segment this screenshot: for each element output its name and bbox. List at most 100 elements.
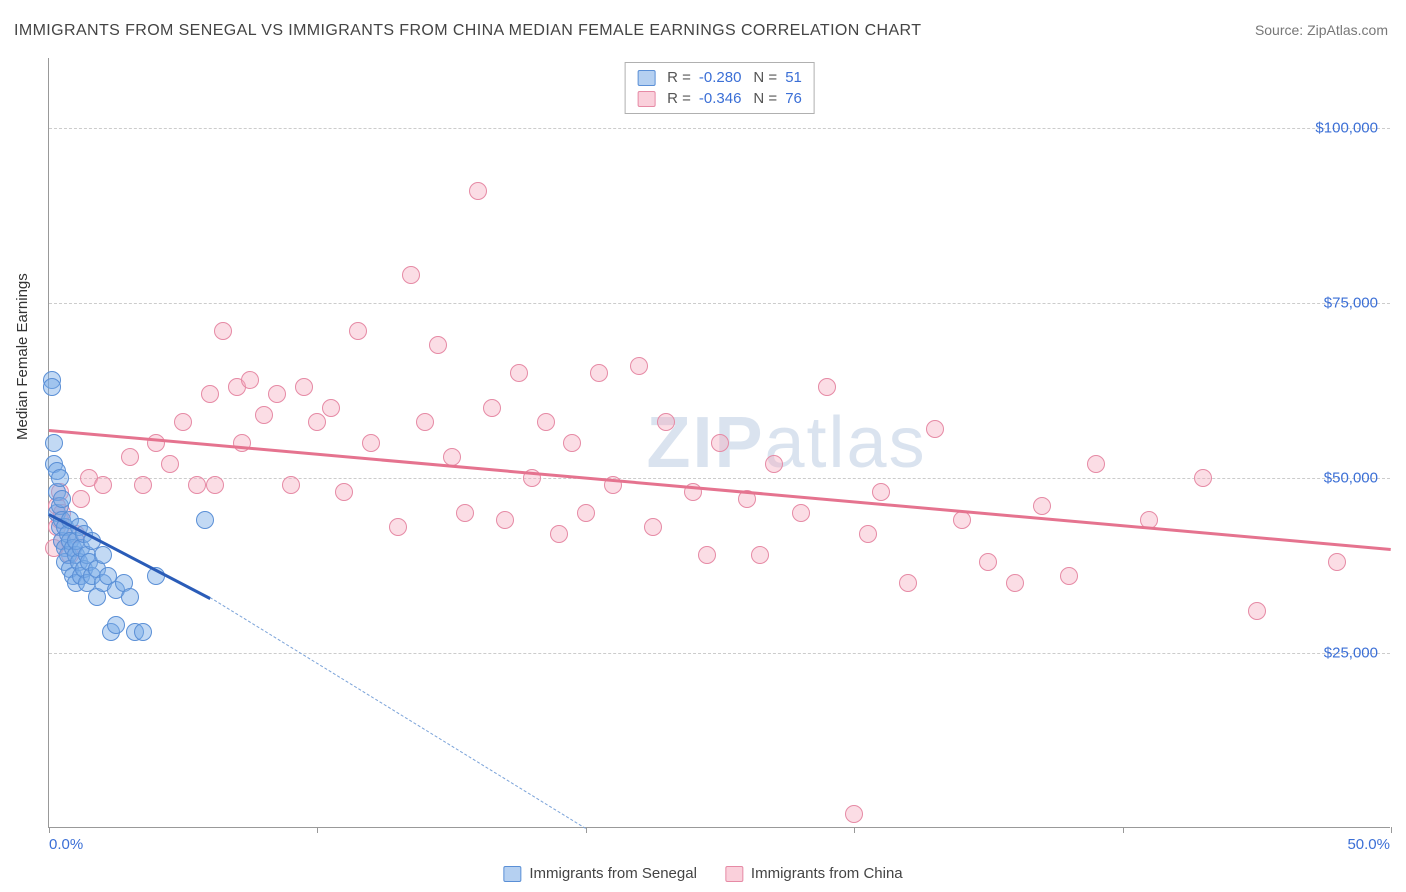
data-point — [657, 413, 675, 431]
data-point — [630, 357, 648, 375]
bottom-legend: Immigrants from Senegal Immigrants from … — [503, 865, 902, 882]
legend-label-china: Immigrants from China — [751, 865, 903, 882]
n-label: N = — [753, 69, 777, 86]
data-point — [335, 483, 353, 501]
data-point — [268, 385, 286, 403]
data-point — [899, 574, 917, 592]
stats-row-china: R = -0.346 N = 76 — [633, 88, 806, 109]
data-point — [134, 623, 152, 641]
data-point — [51, 469, 69, 487]
gridline — [49, 128, 1390, 129]
data-point — [174, 413, 192, 431]
data-point — [147, 434, 165, 452]
data-point — [698, 546, 716, 564]
data-point — [792, 504, 810, 522]
data-point — [94, 546, 112, 564]
data-point — [590, 364, 608, 382]
x-axis-max-label: 50.0% — [1347, 836, 1390, 853]
data-point — [1248, 602, 1266, 620]
data-point — [577, 504, 595, 522]
data-point — [483, 399, 501, 417]
data-point — [416, 413, 434, 431]
x-tick — [854, 827, 855, 833]
data-point — [107, 616, 125, 634]
trendline-extension — [210, 597, 586, 829]
data-point — [1006, 574, 1024, 592]
data-point — [389, 518, 407, 536]
gridline — [49, 653, 1390, 654]
swatch-pink — [725, 866, 743, 882]
data-point — [845, 805, 863, 823]
y-tick-label: $75,000 — [1324, 295, 1378, 312]
data-point — [496, 511, 514, 529]
x-tick — [317, 827, 318, 833]
x-axis-min-label: 0.0% — [49, 836, 83, 853]
data-point — [953, 511, 971, 529]
legend-label-senegal: Immigrants from Senegal — [529, 865, 697, 882]
data-point — [241, 371, 259, 389]
x-tick — [49, 827, 50, 833]
data-point — [711, 434, 729, 452]
data-point — [134, 476, 152, 494]
gridline — [49, 303, 1390, 304]
y-tick-label: $100,000 — [1315, 120, 1378, 137]
data-point — [818, 378, 836, 396]
data-point — [926, 420, 944, 438]
senegal-r-value: -0.280 — [699, 69, 742, 86]
data-point — [214, 322, 232, 340]
data-point — [979, 553, 997, 571]
data-point — [72, 490, 90, 508]
plot-area: ZIPatlas R = -0.280 N = 51 R = -0.346 N … — [48, 58, 1390, 828]
data-point — [362, 434, 380, 452]
data-point — [308, 413, 326, 431]
data-point — [349, 322, 367, 340]
y-tick-label: $50,000 — [1324, 470, 1378, 487]
data-point — [233, 434, 251, 452]
data-point — [94, 476, 112, 494]
data-point — [322, 399, 340, 417]
r-label: R = — [667, 69, 691, 86]
data-point — [456, 504, 474, 522]
senegal-n-value: 51 — [785, 69, 802, 86]
data-point — [255, 406, 273, 424]
data-point — [859, 525, 877, 543]
data-point — [206, 476, 224, 494]
chart-title: IMMIGRANTS FROM SENEGAL VS IMMIGRANTS FR… — [14, 22, 921, 40]
data-point — [45, 434, 63, 452]
r-label: R = — [667, 90, 691, 107]
data-point — [872, 483, 890, 501]
data-point — [402, 266, 420, 284]
swatch-pink — [637, 91, 655, 107]
data-point — [1194, 469, 1212, 487]
data-point — [161, 455, 179, 473]
y-axis-title: Median Female Earnings — [14, 273, 31, 440]
data-point — [644, 518, 662, 536]
x-tick — [1391, 827, 1392, 833]
data-point — [53, 490, 71, 508]
x-tick — [1123, 827, 1124, 833]
y-tick-label: $25,000 — [1324, 645, 1378, 662]
swatch-blue — [503, 866, 521, 882]
data-point — [510, 364, 528, 382]
china-n-value: 76 — [785, 90, 802, 107]
gridline — [49, 478, 1390, 479]
data-point — [121, 448, 139, 466]
data-point — [196, 511, 214, 529]
data-point — [563, 434, 581, 452]
data-point — [201, 385, 219, 403]
source-label: Source: ZipAtlas.com — [1255, 22, 1388, 38]
chart-container: IMMIGRANTS FROM SENEGAL VS IMMIGRANTS FR… — [0, 0, 1406, 892]
china-r-value: -0.346 — [699, 90, 742, 107]
swatch-blue — [637, 70, 655, 86]
watermark: ZIPatlas — [646, 402, 926, 484]
data-point — [295, 378, 313, 396]
data-point — [43, 378, 61, 396]
legend-item-china: Immigrants from China — [725, 865, 903, 882]
data-point — [550, 525, 568, 543]
data-point — [429, 336, 447, 354]
stats-row-senegal: R = -0.280 N = 51 — [633, 67, 806, 88]
data-point — [537, 413, 555, 431]
data-point — [282, 476, 300, 494]
n-label: N = — [753, 90, 777, 107]
legend-item-senegal: Immigrants from Senegal — [503, 865, 697, 882]
